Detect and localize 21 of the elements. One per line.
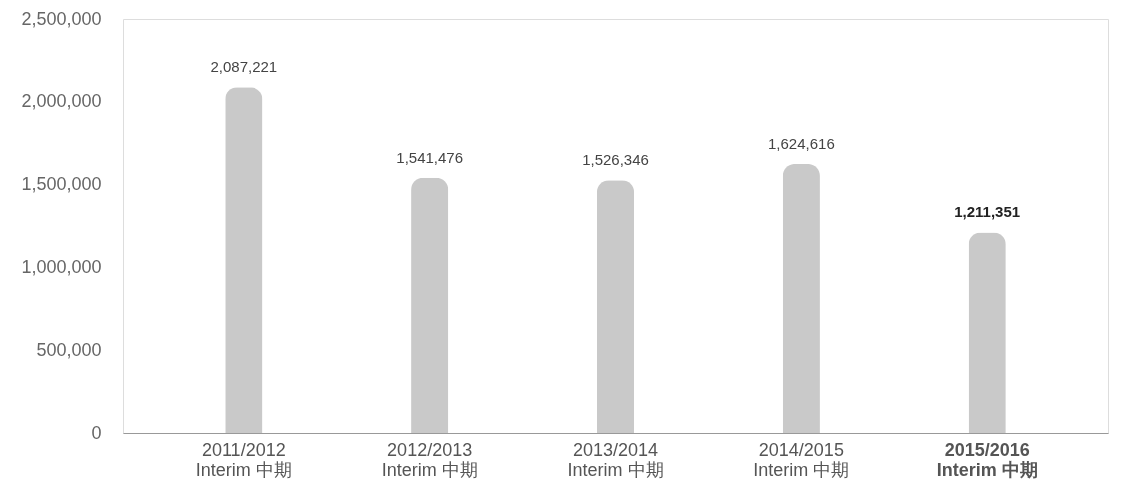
data-label: 1,541,476 bbox=[396, 148, 464, 166]
y-tick-label: 500,000 bbox=[36, 339, 102, 360]
bar bbox=[225, 87, 263, 433]
bar bbox=[596, 180, 635, 433]
data-label: 1,211,351 bbox=[954, 203, 1021, 221]
y-tick-label: 1,000,000 bbox=[21, 256, 102, 277]
x-tick-label: 2014/2015 Interim 中期 bbox=[753, 439, 850, 480]
y-tick-label: 2,500,000 bbox=[21, 8, 102, 29]
x-tick-label: 2015/2016 Interim 中期 bbox=[936, 439, 1038, 480]
data-label: 2,087,221 bbox=[210, 58, 278, 76]
data-label: 1,526,346 bbox=[582, 151, 649, 169]
bar bbox=[782, 163, 820, 433]
y-tick-label: 0 bbox=[91, 422, 102, 443]
bar bbox=[411, 177, 449, 433]
y-tick-label: 2,000,000 bbox=[21, 91, 102, 112]
bar bbox=[968, 232, 1006, 433]
x-tick-label: 2013/2014 Interim 中期 bbox=[567, 439, 664, 480]
x-tick-label: 2012/2013 Interim 中期 bbox=[381, 439, 478, 480]
x-tick-label: 2011/2012 Interim 中期 bbox=[195, 439, 292, 480]
y-tick-label: 1,500,000 bbox=[21, 174, 102, 195]
data-label: 1,624,616 bbox=[767, 134, 835, 152]
